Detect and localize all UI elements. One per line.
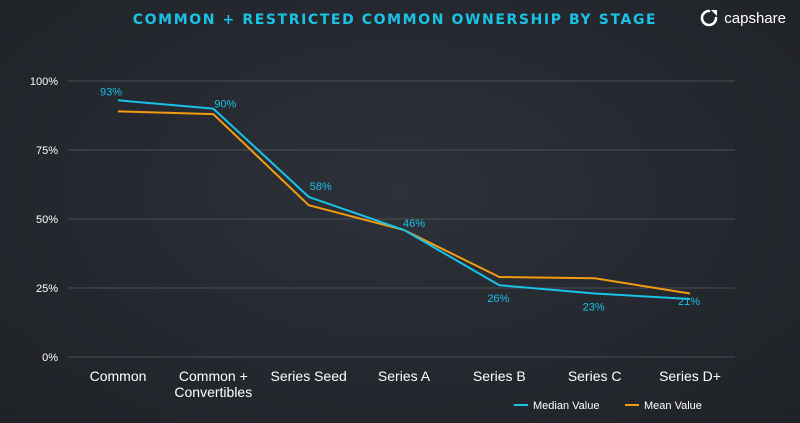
legend-label: Mean Value — [644, 400, 702, 412]
data-label: 93% — [100, 86, 122, 98]
x-axis-categories: Common Common + Convertibles Series Seed Ser… — [90, 368, 721, 400]
x-category-label: Series Seed — [271, 368, 347, 384]
grid-lines — [68, 80, 735, 358]
y-tick-label: 75% — [36, 145, 58, 157]
series-lines — [117, 99, 691, 300]
series-line-mean-value — [117, 110, 691, 295]
data-label: 23% — [583, 302, 605, 314]
capshare-logo: capshare — [699, 6, 786, 30]
y-axis-ticks: 0% 25% 50% 75% 100% — [30, 76, 58, 364]
data-label: 46% — [403, 218, 425, 230]
data-label: 90% — [214, 99, 236, 111]
x-category-label: Common + Convertibles — [174, 368, 252, 400]
x-category-label: Series C — [568, 368, 622, 384]
data-label: 58% — [310, 181, 332, 193]
data-labels: 93% 90% 58% 46% 26% 23% 21% — [100, 86, 700, 313]
chart-title: COMMON + RESTRICTED COMMON OWNERSHIP BY … — [132, 12, 658, 28]
x-category-label: Common — [90, 368, 147, 384]
capshare-logo-icon — [700, 9, 718, 27]
data-label: 26% — [487, 293, 509, 305]
data-label: 21% — [678, 296, 700, 308]
y-tick-label: 25% — [36, 283, 58, 295]
x-category-label: Series B — [473, 368, 526, 384]
x-category-label: Series A — [378, 368, 431, 384]
legend-label: Median Value — [533, 400, 599, 412]
logo-text: capshare — [724, 9, 786, 27]
y-tick-label: 100% — [30, 76, 58, 88]
y-tick-label: 50% — [36, 214, 58, 226]
series-line-median-value — [117, 99, 691, 300]
legend: Median Value Mean Value — [514, 400, 702, 412]
x-category-label: Series D+ — [659, 368, 721, 384]
y-tick-label: 0% — [42, 352, 58, 364]
